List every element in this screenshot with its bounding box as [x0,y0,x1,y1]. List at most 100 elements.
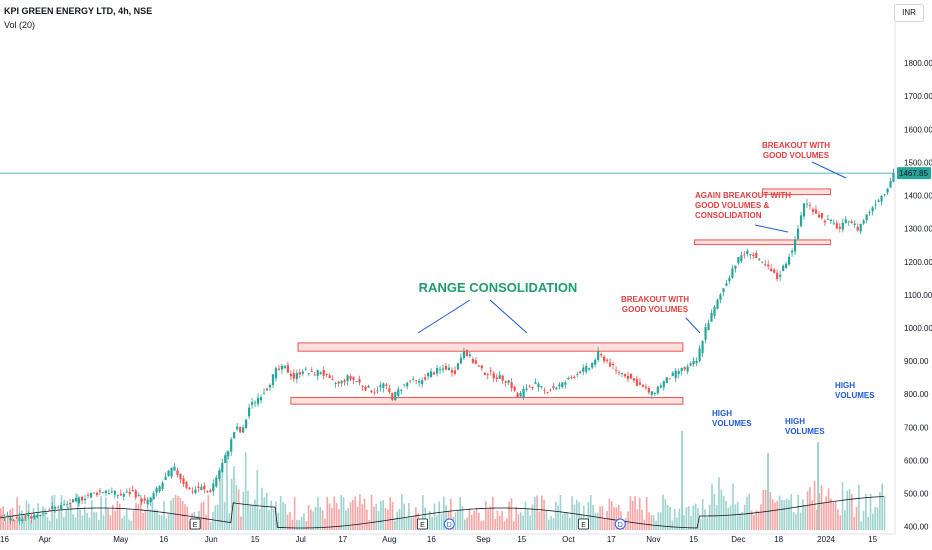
candle-body [271,374,275,385]
candle-body [826,219,829,220]
candle-body [841,222,844,230]
volume-bar [848,489,851,530]
candle-body [412,378,415,380]
event-marker-label: E [193,522,198,529]
candle-body [173,466,176,471]
volume-bar [851,494,853,530]
volume-bar [573,504,576,530]
candle-body [394,391,397,401]
volume-bar [219,469,221,530]
candle-body [462,351,466,359]
volume-bar [498,515,501,530]
zones-layer [290,188,832,405]
candle-body [892,173,895,182]
volume-bar [715,505,718,530]
candle-body [370,390,373,393]
volume-bar [608,498,611,530]
volume-bar [174,494,177,530]
candle-body [346,375,349,382]
candle-body [749,254,752,256]
candle-body [880,195,883,202]
candle-body [12,519,15,521]
volume-bar [289,511,291,530]
volume-indicator-label[interactable]: Vol (20) [4,20,36,30]
candle-body [668,378,671,380]
candle-body [409,380,412,382]
volume-bar [401,494,403,530]
volume-bar [216,504,219,530]
candle-body [36,514,39,518]
candle-body [695,360,698,364]
volume-bar [27,503,30,530]
volume-bar [272,509,275,530]
volume-bar [137,503,140,530]
volume-bar [806,491,809,530]
volume-bar [438,501,440,530]
volume-bar [396,511,399,530]
candle-body [158,486,161,492]
volume-bar [228,513,231,530]
volume-bar [722,496,725,530]
candle-body [45,513,48,515]
volume-bar [781,499,783,530]
volume-bar [123,515,126,530]
volume-bar [368,519,371,530]
candle-body [155,488,158,493]
candle-body [343,380,346,383]
candle-body [740,255,743,262]
hv2-line2: VOLUMES [785,427,825,436]
candle-body [832,222,835,224]
volume-bar [114,510,116,530]
candle-body [245,419,248,429]
candle-body [113,490,116,495]
candle-body [674,370,677,379]
currency-badge[interactable]: INR [894,4,924,22]
candle-body [119,493,122,496]
candle-body [755,252,758,259]
volume-bar [338,509,340,530]
volume-bar [65,510,67,530]
volume-bar [373,506,375,530]
volume-bar [834,501,837,530]
volume-bar [802,499,804,530]
candle-body [69,503,72,505]
x-tick-label: Sep [476,535,491,544]
candle-body [877,200,880,202]
x-tick-label: 16 [159,535,168,544]
candle-body [0,515,3,517]
volume-bar [685,507,688,530]
volume-bar [466,517,468,530]
volume-bar [774,502,776,530]
candle-body [250,402,254,405]
candle-body [427,372,430,377]
candle-body [501,375,504,381]
volume-bar [291,519,294,530]
x-tick-label: 17 [607,535,616,544]
candle-body [185,482,188,488]
candle-body [579,371,582,374]
volume-bar [366,509,368,530]
y-tick-label: 1400.00 [904,192,932,201]
candle-body [603,356,606,362]
candle-body [725,283,728,286]
candle-body [361,385,364,387]
volume-bar [433,503,436,530]
candle-body [829,219,832,222]
candle-body [200,486,203,491]
volume-bar [557,505,559,530]
volume-bar [468,508,471,530]
candle-body [814,209,818,214]
last-price-tag: 1467.85 [897,167,931,180]
volume-bar [636,509,639,530]
volume-bar [673,509,676,530]
volume-bar [331,508,333,530]
candle-body [510,382,513,389]
candle-body [653,393,656,395]
candle-body [358,379,361,383]
volume-bar [841,482,844,530]
volume-bar [284,504,287,530]
volume-bar [743,504,746,530]
candle-body [701,341,704,354]
candle-body [310,370,313,372]
